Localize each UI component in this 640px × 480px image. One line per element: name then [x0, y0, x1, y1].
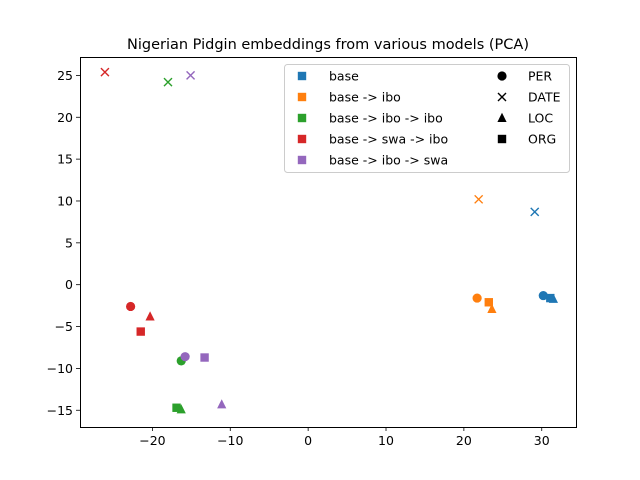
y-axis: −15 −10 −5 0 5 10 15 20 25 — [47, 68, 80, 418]
legend-marker-label: PER — [528, 69, 552, 84]
legend-marker-per — [497, 71, 507, 81]
x-tick-label: 30 — [534, 433, 550, 448]
plot-area — [100, 67, 559, 414]
legend-series-marker — [297, 155, 307, 165]
data-point-per — [180, 352, 190, 362]
legend-marker-loc — [497, 112, 507, 122]
legend-box — [284, 64, 570, 173]
y-tick-label: −5 — [55, 319, 73, 334]
legend-series-label: base -> swa -> ibo — [329, 132, 448, 147]
data-point-org — [484, 298, 493, 307]
y-tick-label: −15 — [47, 403, 73, 418]
chart-title: Nigerian Pidgin embeddings from various … — [127, 37, 529, 53]
data-point-date — [186, 70, 196, 80]
data-point-loc — [217, 399, 227, 409]
data-point-org — [546, 293, 555, 303]
legend-marker-date — [497, 92, 507, 102]
series-4 — [180, 70, 227, 409]
series-0 — [530, 207, 559, 303]
legend-marker-label: ORG — [528, 132, 556, 147]
legend-series-label: base -> ibo -> swa — [329, 153, 448, 168]
data-point-org — [136, 327, 145, 336]
x-tick-label: −10 — [217, 433, 243, 448]
x-tick-label: 0 — [304, 433, 312, 448]
legend-series-label: base — [329, 69, 359, 84]
legend-series-label: base -> ibo — [329, 90, 401, 105]
y-tick-label: −10 — [47, 361, 73, 376]
series-1 — [472, 194, 497, 313]
legend-series-marker — [297, 134, 307, 144]
legend-series-marker — [297, 71, 307, 81]
legend-series-marker — [297, 92, 307, 102]
legend-series-label: base -> ibo -> ibo — [329, 111, 443, 126]
data-point-org — [172, 403, 181, 412]
plot-frame — [80, 57, 577, 428]
x-tick-label: −20 — [139, 433, 165, 448]
data-point-per — [472, 293, 482, 303]
data-point-date — [474, 194, 484, 204]
data-point-loc — [487, 303, 497, 313]
data-point-per — [126, 301, 136, 312]
y-tick-label: 5 — [65, 235, 73, 250]
legend-marker-label: LOC — [528, 111, 553, 126]
x-axis: −20 −10 0 10 20 30 — [139, 427, 550, 448]
legend-series-marker — [297, 113, 307, 123]
y-tick-label: 25 — [57, 68, 73, 83]
data-point-date — [100, 67, 110, 77]
legend-marker-org — [497, 134, 507, 144]
data-point-date — [163, 77, 173, 87]
legend: base base -> ibo base -> ibo -> ibo base ->… — [284, 64, 570, 173]
data-point-loc — [145, 311, 155, 321]
x-tick-label: 20 — [456, 433, 472, 448]
data-point-date — [530, 207, 540, 217]
y-tick-label: 10 — [57, 193, 73, 208]
series-3 — [100, 67, 155, 336]
data-point-per — [538, 290, 548, 301]
legend-marker-label: DATE — [528, 90, 561, 105]
data-point-org — [200, 353, 209, 362]
y-tick-label: 20 — [57, 110, 73, 125]
x-tick-label: 10 — [378, 433, 394, 448]
y-tick-label: 15 — [57, 152, 73, 167]
series-2 — [163, 77, 186, 414]
y-tick-label: 0 — [65, 277, 73, 292]
